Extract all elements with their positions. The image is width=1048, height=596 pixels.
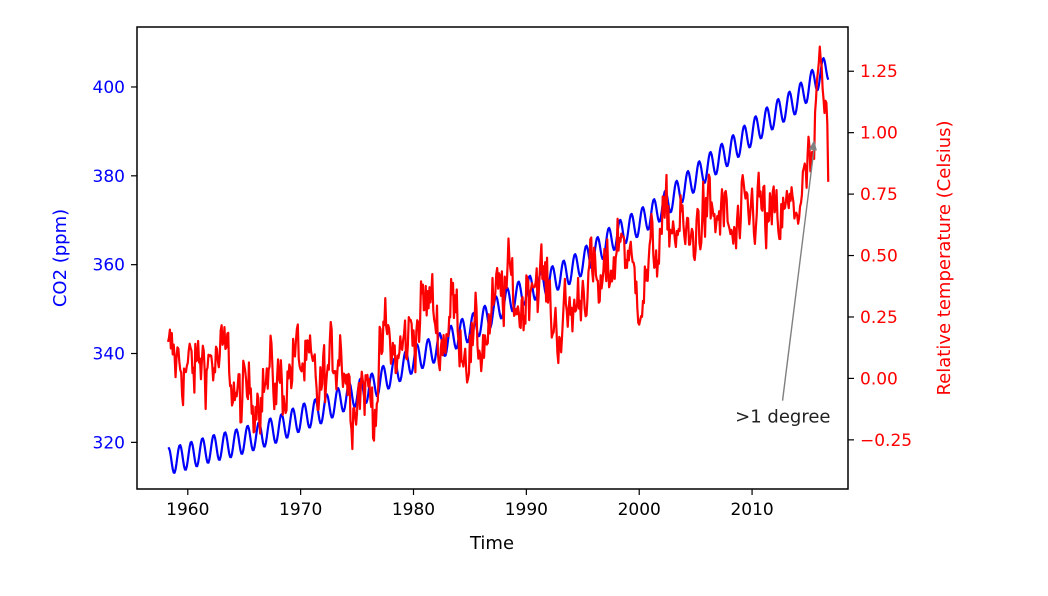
co2-series [167,57,830,474]
left-y-tick-label: 360 [93,256,125,276]
x-tick-label: 2010 [730,500,773,520]
left-y-axis: 320 340 360 380 400 [93,78,137,453]
left-y-tick-label: 340 [93,345,125,365]
right-y-tick-label: 0.25 [860,308,898,328]
right-y-axis: −0.25 0.00 0.25 0.50 0.75 1.00 1.25 [848,62,912,451]
x-tick-label: 1960 [166,500,209,520]
right-y-tick-label: 1.00 [860,124,898,144]
x-tick-label: 1980 [392,500,435,520]
right-y-axis-label: Relative temperature (Celsius) [934,120,955,395]
annotation-arrow-line [781,147,815,401]
left-y-tick-label: 320 [93,433,125,453]
left-y-tick-label: 400 [93,78,125,98]
co2-line [167,57,830,474]
right-y-tick-label: 0.50 [860,247,898,267]
annotation-text: >1 degree [735,407,830,428]
temperature-series [166,45,830,451]
right-y-tick-label: 0.75 [860,185,898,205]
temperature-line [166,45,830,451]
right-y-tick-label: 1.25 [860,62,898,82]
left-y-axis-label: CO2 (ppm) [50,209,71,307]
x-tick-label: 1970 [279,500,322,520]
left-y-tick-label: 380 [93,167,125,187]
x-tick-label: 2000 [618,500,661,520]
x-tick-label: 1990 [505,500,548,520]
right-y-tick-label: −0.25 [860,431,912,451]
x-axis-label: Time [469,533,514,554]
right-y-tick-label: 0.00 [860,369,898,389]
x-axis: 1960 1970 1980 1990 2000 2010 [166,489,774,520]
annotation-arrow-head [808,140,817,151]
annotation: >1 degree [735,140,830,428]
